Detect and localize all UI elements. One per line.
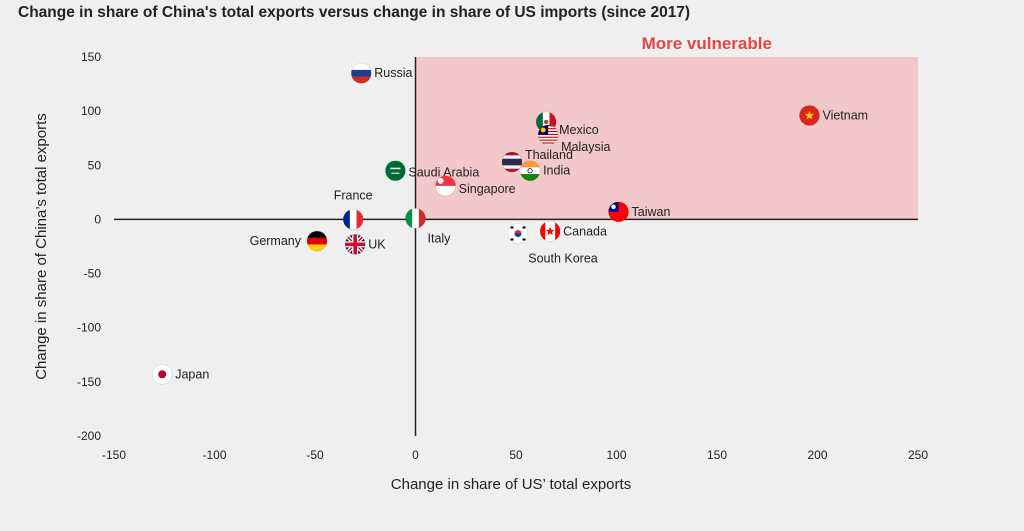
x-tick-label: -100 xyxy=(202,448,226,462)
y-tick-label: -100 xyxy=(77,321,101,335)
x-tick-label: 50 xyxy=(509,448,523,462)
y-axis-title: Change in share of China’s total exports xyxy=(33,113,50,380)
point-label-vietnam: Vietnam xyxy=(822,108,868,122)
japan-flag-icon xyxy=(152,364,173,385)
data-point-outline xyxy=(306,230,328,252)
y-tick-label: 150 xyxy=(81,50,101,64)
x-tick-label: 100 xyxy=(606,448,626,462)
x-tick-label: 150 xyxy=(707,448,727,462)
point-label-singapore: Singapore xyxy=(459,182,516,196)
mexico-flag-icon xyxy=(536,111,557,132)
region-label: More vulnerable xyxy=(642,34,772,53)
data-point-outline xyxy=(342,209,364,230)
data-point-outline xyxy=(344,234,366,255)
point-label-italy: Italy xyxy=(428,231,452,245)
germany-flag-icon xyxy=(307,231,328,252)
uk-flag-icon xyxy=(345,234,366,255)
france-flag-icon xyxy=(343,209,364,230)
y-tick-label: 50 xyxy=(88,158,102,172)
x-axis-title: Change in share of US’ total exports xyxy=(391,476,631,493)
x-tick-label: 250 xyxy=(908,448,928,462)
y-tick-label: -200 xyxy=(77,429,101,443)
x-tick-label: -50 xyxy=(306,448,324,462)
point-label-malaysia: Malaysia xyxy=(561,140,610,154)
point-label-germany: Germany xyxy=(250,234,302,248)
data-point-outline xyxy=(350,62,372,84)
data-point-outline xyxy=(507,223,529,244)
data-point-outline xyxy=(405,208,426,229)
singapore-flag-icon xyxy=(435,175,456,196)
x-tick-label: -150 xyxy=(102,448,126,462)
x-tick-label: 0 xyxy=(412,448,419,462)
south-korea-flag-icon xyxy=(508,223,529,244)
taiwan-flag-icon xyxy=(608,201,629,222)
point-label-canada: Canada xyxy=(563,224,607,238)
data-point-outline xyxy=(501,151,523,173)
data-point-outline xyxy=(385,160,406,181)
y-tick-label: -50 xyxy=(84,267,102,281)
point-label-france: France xyxy=(334,188,373,202)
data-point-outline xyxy=(539,221,561,242)
data-point-outline xyxy=(519,160,541,181)
canada-flag-icon xyxy=(540,221,561,242)
point-label-india: India xyxy=(543,164,570,178)
point-label-uk: UK xyxy=(368,237,386,251)
data-point-outline xyxy=(799,105,820,126)
point-label-taiwan: Taiwan xyxy=(632,205,671,219)
thailand-flag-icon xyxy=(501,152,522,173)
y-tick-label: -150 xyxy=(77,375,101,389)
vietnam-flag-icon xyxy=(799,105,820,126)
india-flag-icon xyxy=(520,160,541,181)
saudi-arabia-flag-icon xyxy=(385,160,406,181)
point-label-south-korea: South Korea xyxy=(528,252,598,266)
point-label-thailand: Thailand xyxy=(525,148,573,162)
y-tick-label: 0 xyxy=(94,212,101,226)
point-label-japan: Japan xyxy=(175,367,209,381)
data-point-outline xyxy=(435,175,456,197)
point-label-mexico: Mexico xyxy=(559,123,599,137)
point-label-saudi-arabia: Saudi Arabia xyxy=(408,166,479,180)
russia-flag-icon xyxy=(351,63,372,84)
vulnerable-region xyxy=(415,57,918,220)
y-tick-label: 100 xyxy=(81,104,101,118)
x-tick-label: 200 xyxy=(807,448,827,462)
chart-title: Change in share of China's total exports… xyxy=(18,4,691,21)
point-label-russia: Russia xyxy=(374,66,412,80)
data-point-outline xyxy=(151,363,173,385)
data-point-outline xyxy=(537,124,559,146)
malaysia-flag-icon xyxy=(538,124,559,145)
data-point-outline xyxy=(608,201,629,223)
italy-flag-icon xyxy=(405,208,426,229)
